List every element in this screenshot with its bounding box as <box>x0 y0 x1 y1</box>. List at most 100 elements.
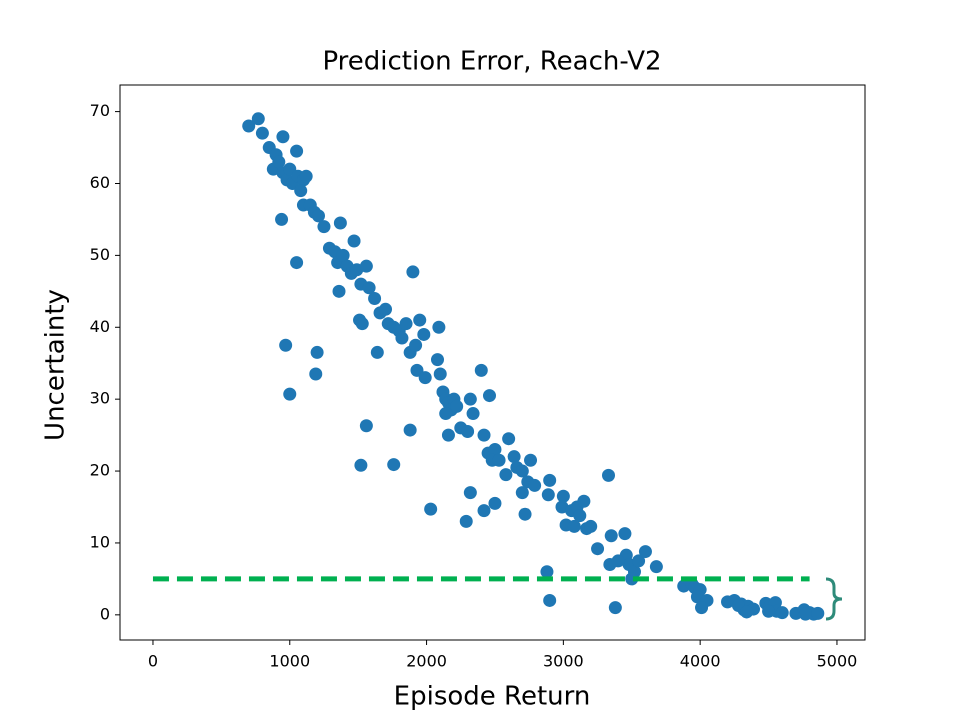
point <box>541 488 555 502</box>
chart-title: Prediction Error, Reach-V2 <box>322 47 661 77</box>
point <box>359 419 373 433</box>
point <box>611 554 625 568</box>
point <box>540 565 554 579</box>
point <box>463 486 477 500</box>
x-axis-label: Episode Return <box>394 682 591 712</box>
plot-frame <box>119 84 866 641</box>
point <box>242 119 256 133</box>
point <box>413 313 427 327</box>
point <box>461 425 475 439</box>
point <box>409 338 423 352</box>
point <box>255 126 269 140</box>
point <box>543 593 557 607</box>
point <box>309 367 323 381</box>
x-tick-label: 4000 <box>680 652 721 671</box>
point <box>632 554 646 568</box>
point <box>336 248 350 262</box>
y-tick-label: 0 <box>100 604 110 623</box>
point <box>740 605 754 619</box>
point <box>608 601 622 615</box>
point <box>333 216 347 230</box>
brace <box>825 577 843 621</box>
point <box>567 519 581 533</box>
point <box>355 317 369 331</box>
point <box>354 458 368 472</box>
point <box>649 560 663 574</box>
point <box>477 504 491 518</box>
point <box>638 545 652 559</box>
point <box>290 256 304 270</box>
point <box>399 317 413 331</box>
y-axis-label: Uncertainty <box>41 289 71 441</box>
point <box>625 572 639 586</box>
point <box>463 392 477 406</box>
point <box>417 327 431 341</box>
point <box>251 112 265 126</box>
x-tick-label: 0 <box>148 652 158 671</box>
point <box>272 155 286 169</box>
point <box>499 468 513 482</box>
point <box>518 507 532 521</box>
point <box>432 320 446 334</box>
point <box>290 144 304 158</box>
point <box>347 234 361 248</box>
y-tick-label: 60 <box>90 173 110 192</box>
point <box>591 542 605 556</box>
point <box>573 509 587 523</box>
point <box>276 130 290 144</box>
point <box>477 428 491 442</box>
point <box>332 284 346 298</box>
point <box>275 212 289 226</box>
point <box>515 486 529 500</box>
point <box>543 473 557 487</box>
point <box>359 259 373 273</box>
point <box>431 353 445 367</box>
point <box>488 442 502 456</box>
point <box>695 601 709 615</box>
point <box>441 428 455 442</box>
point <box>433 367 447 381</box>
point <box>488 496 502 510</box>
y-tick-label: 70 <box>90 101 110 120</box>
point <box>368 292 382 306</box>
point <box>406 265 420 279</box>
point <box>387 458 401 472</box>
point <box>492 453 506 467</box>
point <box>584 519 598 533</box>
y-tick-label: 20 <box>90 461 110 480</box>
point <box>466 407 480 421</box>
point <box>317 220 331 234</box>
y-tick-label: 40 <box>90 317 110 336</box>
x-tick-label: 1000 <box>269 652 310 671</box>
point <box>395 331 409 345</box>
x-tick-label: 2000 <box>406 652 447 671</box>
point <box>502 432 516 446</box>
point <box>775 606 789 620</box>
point <box>482 389 496 403</box>
point <box>362 281 376 295</box>
point <box>524 453 538 467</box>
point <box>474 363 488 377</box>
y-tick-label: 30 <box>90 389 110 408</box>
point <box>311 209 325 223</box>
point <box>283 387 297 401</box>
y-tick-label: 10 <box>90 532 110 551</box>
point <box>604 529 618 543</box>
point <box>279 338 293 352</box>
point <box>379 302 393 316</box>
point <box>515 464 529 478</box>
point <box>299 169 313 183</box>
point <box>418 371 432 385</box>
point <box>403 423 417 437</box>
point <box>556 489 570 503</box>
point <box>528 478 542 492</box>
point <box>370 345 384 359</box>
x-tick-label: 5000 <box>817 652 858 671</box>
point <box>459 514 473 528</box>
point <box>450 399 464 413</box>
y-tick-label: 50 <box>90 245 110 264</box>
point <box>618 527 632 541</box>
point <box>424 502 438 516</box>
